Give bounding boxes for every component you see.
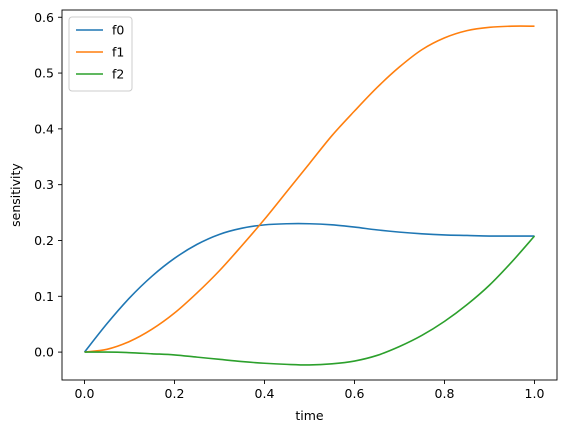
y-tick-label: 0.5: [34, 66, 54, 81]
y-axis-label: sensitivity: [8, 163, 23, 227]
x-tick-label: 0.0: [75, 386, 95, 401]
x-tick-label: 0.2: [165, 386, 185, 401]
y-tick-label: 0.6: [34, 10, 54, 25]
y-tick-label: 0.4: [34, 121, 54, 136]
y-tick-label: 0.3: [34, 177, 54, 192]
y-tick-label: 0.1: [34, 289, 54, 304]
x-tick-label: 1.0: [525, 386, 545, 401]
legend: f0 f1 f2: [68, 16, 133, 92]
x-tick-label: 0.6: [345, 386, 365, 401]
x-tick-label: 0.8: [435, 386, 455, 401]
series-line-f0: [83, 222, 535, 353]
plot-area: [62, 10, 557, 380]
legend-label-f1: f1: [112, 45, 124, 60]
legend-label-f0: f0: [112, 23, 124, 38]
series-line-f1: [84, 25, 535, 353]
y-axis-ticks: 0.0 0.1 0.2 0.3 0.4 0.5 0.6: [34, 10, 62, 360]
y-tick-label: 0.0: [34, 345, 54, 360]
series-line-f2: [84, 235, 536, 366]
x-axis-label: time: [295, 408, 324, 423]
x-tick-label: 0.4: [255, 386, 275, 401]
x-axis-ticks: 0.0 0.2 0.4 0.6 0.8 1.0: [75, 380, 545, 401]
legend-frame: [68, 16, 133, 92]
legend-label-f2: f2: [112, 67, 124, 82]
y-tick-label: 0.2: [34, 233, 54, 248]
series-lines: [83, 25, 536, 366]
plot-frame: [61, 9, 558, 381]
